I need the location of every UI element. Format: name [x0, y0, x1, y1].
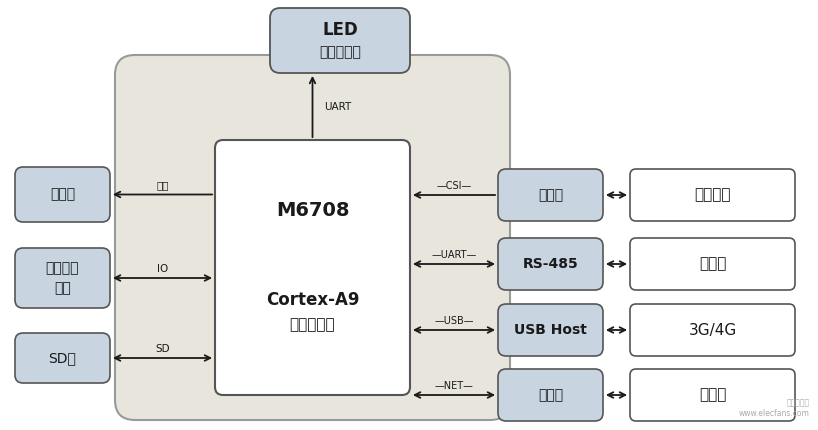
Text: —UART—: —UART— [431, 250, 477, 260]
FancyBboxPatch shape [498, 304, 603, 356]
FancyBboxPatch shape [498, 238, 603, 290]
FancyBboxPatch shape [498, 169, 603, 221]
FancyBboxPatch shape [630, 169, 795, 221]
Text: 音频: 音频 [156, 181, 169, 190]
FancyBboxPatch shape [115, 55, 510, 420]
Text: RS-485: RS-485 [523, 257, 578, 271]
Text: 扬声器: 扬声器 [50, 187, 75, 202]
Text: 3G/4G: 3G/4G [689, 322, 737, 338]
Text: IO: IO [157, 264, 169, 274]
Text: M6708: M6708 [276, 200, 349, 219]
Text: LED: LED [322, 21, 358, 39]
FancyBboxPatch shape [270, 8, 410, 73]
Text: 双核核心板: 双核核心板 [290, 317, 335, 332]
Text: 服务器: 服务器 [699, 387, 726, 402]
Text: Cortex-A9: Cortex-A9 [266, 291, 359, 309]
FancyBboxPatch shape [630, 238, 795, 290]
Text: 控制: 控制 [54, 281, 71, 295]
Text: —CSI—: —CSI— [436, 181, 472, 191]
FancyBboxPatch shape [630, 369, 795, 421]
FancyBboxPatch shape [15, 333, 110, 383]
FancyBboxPatch shape [15, 167, 110, 222]
FancyBboxPatch shape [498, 369, 603, 421]
Text: SD: SD [155, 344, 170, 354]
Text: USB Host: USB Host [514, 323, 587, 337]
Text: —USB—: —USB— [434, 316, 474, 326]
Text: 以太网: 以太网 [538, 388, 563, 402]
Text: —NET—: —NET— [434, 381, 474, 391]
FancyBboxPatch shape [15, 248, 110, 308]
Text: 摄像头: 摄像头 [538, 188, 563, 202]
Text: UART: UART [325, 101, 352, 111]
Text: 电子显示屏: 电子显示屏 [319, 45, 361, 59]
Text: 通道闸: 通道闸 [699, 257, 726, 271]
FancyBboxPatch shape [630, 304, 795, 356]
Text: 图像采集: 图像采集 [694, 187, 730, 203]
Text: SD卡: SD卡 [48, 351, 76, 365]
FancyBboxPatch shape [215, 140, 410, 395]
Text: 电子发烧友
www.elecfans.com: 电子发烧友 www.elecfans.com [739, 399, 810, 418]
Text: 输入输出: 输入输出 [46, 261, 79, 275]
